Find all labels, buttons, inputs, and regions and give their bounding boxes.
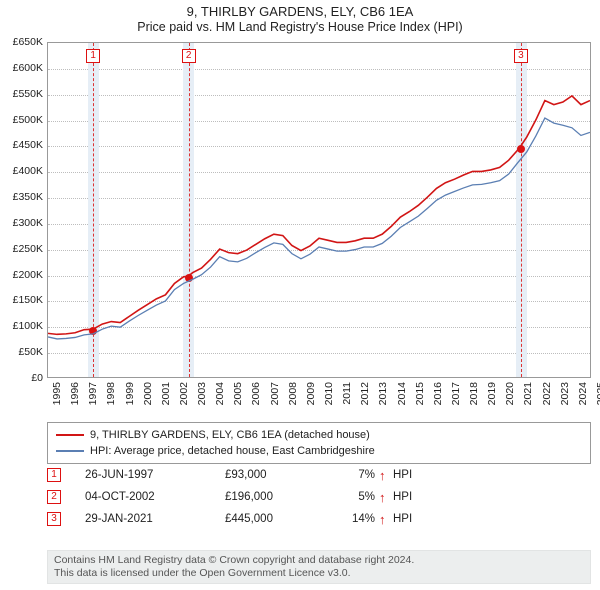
attribution-line: This data is licensed under the Open Gov… [54, 567, 584, 580]
transaction-price: £445,000 [225, 513, 335, 525]
gridline [48, 276, 590, 277]
y-axis-label: £200K [13, 269, 43, 281]
y-axis-label: £100K [13, 320, 43, 332]
y-axis-label: £250K [13, 243, 43, 255]
legend-swatch [56, 434, 84, 436]
transaction-date: 29-JAN-2021 [85, 513, 225, 525]
arrow-up-icon: ↑ [379, 512, 393, 527]
transaction-flag: 2 [47, 490, 61, 504]
transaction-pct: 14% [335, 513, 379, 525]
legend-item: HPI: Average price, detached house, East… [56, 443, 582, 459]
series-hpi [48, 118, 590, 339]
data-attribution: Contains HM Land Registry data © Crown c… [47, 550, 591, 584]
gridline [48, 250, 590, 251]
arrow-up-icon: ↑ [379, 468, 393, 483]
marker-flag: 2 [182, 49, 196, 63]
y-axis-label: £650K [13, 36, 43, 48]
y-axis-label: £50K [18, 346, 43, 358]
gridline [48, 69, 590, 70]
transaction-flag: 3 [47, 512, 61, 526]
gridline [48, 172, 590, 173]
marker-point [89, 327, 97, 335]
transaction-row: 2 04-OCT-2002£196,0005%↑HPI [47, 486, 591, 508]
transaction-price: £196,000 [225, 491, 335, 503]
gridline [48, 121, 590, 122]
legend-label: HPI: Average price, detached house, East… [90, 443, 375, 459]
gridline [48, 146, 590, 147]
hpi-label: HPI [393, 491, 433, 503]
chart-legend: 9, THIRLBY GARDENS, ELY, CB6 1EA (detach… [47, 422, 591, 464]
gridline [48, 301, 590, 302]
transactions-table: 126-JUN-1997£93,0007%↑HPI204-OCT-2002£19… [47, 464, 591, 530]
page-subtitle: Price paid vs. HM Land Registry's House … [0, 20, 600, 34]
transaction-date: 26-JUN-1997 [85, 469, 225, 481]
transaction-pct: 5% [335, 491, 379, 503]
y-axis-label: £400K [13, 165, 43, 177]
hpi-label: HPI [393, 513, 433, 525]
marker-flag: 1 [86, 49, 100, 63]
transaction-row: 3 29-JAN-2021£445,00014%↑HPI [47, 508, 591, 530]
price-chart: 123 £0£50K£100K£150K£200K£250K£300K£350K… [47, 42, 591, 412]
y-axis-label: £0 [31, 372, 43, 384]
y-axis-label: £600K [13, 62, 43, 74]
transaction-flag: 1 [47, 468, 61, 482]
marker-vline [189, 43, 190, 377]
y-axis-label: £550K [13, 88, 43, 100]
marker-vline [521, 43, 522, 377]
marker-point [185, 274, 193, 282]
legend-label: 9, THIRLBY GARDENS, ELY, CB6 1EA (detach… [90, 427, 370, 443]
marker-point [517, 145, 525, 153]
arrow-up-icon: ↑ [379, 490, 393, 505]
gridline [48, 95, 590, 96]
transaction-date: 04-OCT-2002 [85, 491, 225, 503]
gridline [48, 224, 590, 225]
legend-item: 9, THIRLBY GARDENS, ELY, CB6 1EA (detach… [56, 427, 582, 443]
transaction-pct: 7% [335, 469, 379, 481]
y-axis-label: £300K [13, 217, 43, 229]
gridline [48, 198, 590, 199]
marker-flag: 3 [514, 49, 528, 63]
gridline [48, 327, 590, 328]
hpi-label: HPI [393, 469, 433, 481]
x-axis-label: 2025 [595, 382, 600, 405]
y-axis-label: £350K [13, 191, 43, 203]
gridline [48, 353, 590, 354]
page-title: 9, THIRLBY GARDENS, ELY, CB6 1EA [0, 4, 600, 19]
attribution-line: Contains HM Land Registry data © Crown c… [54, 554, 584, 567]
transaction-row: 1 26-JUN-1997£93,0007%↑HPI [47, 464, 591, 486]
legend-swatch [56, 450, 84, 452]
series-property [48, 96, 590, 334]
y-axis-label: £150K [13, 294, 43, 306]
y-axis-label: £500K [13, 114, 43, 126]
y-axis-label: £450K [13, 139, 43, 151]
transaction-price: £93,000 [225, 469, 335, 481]
